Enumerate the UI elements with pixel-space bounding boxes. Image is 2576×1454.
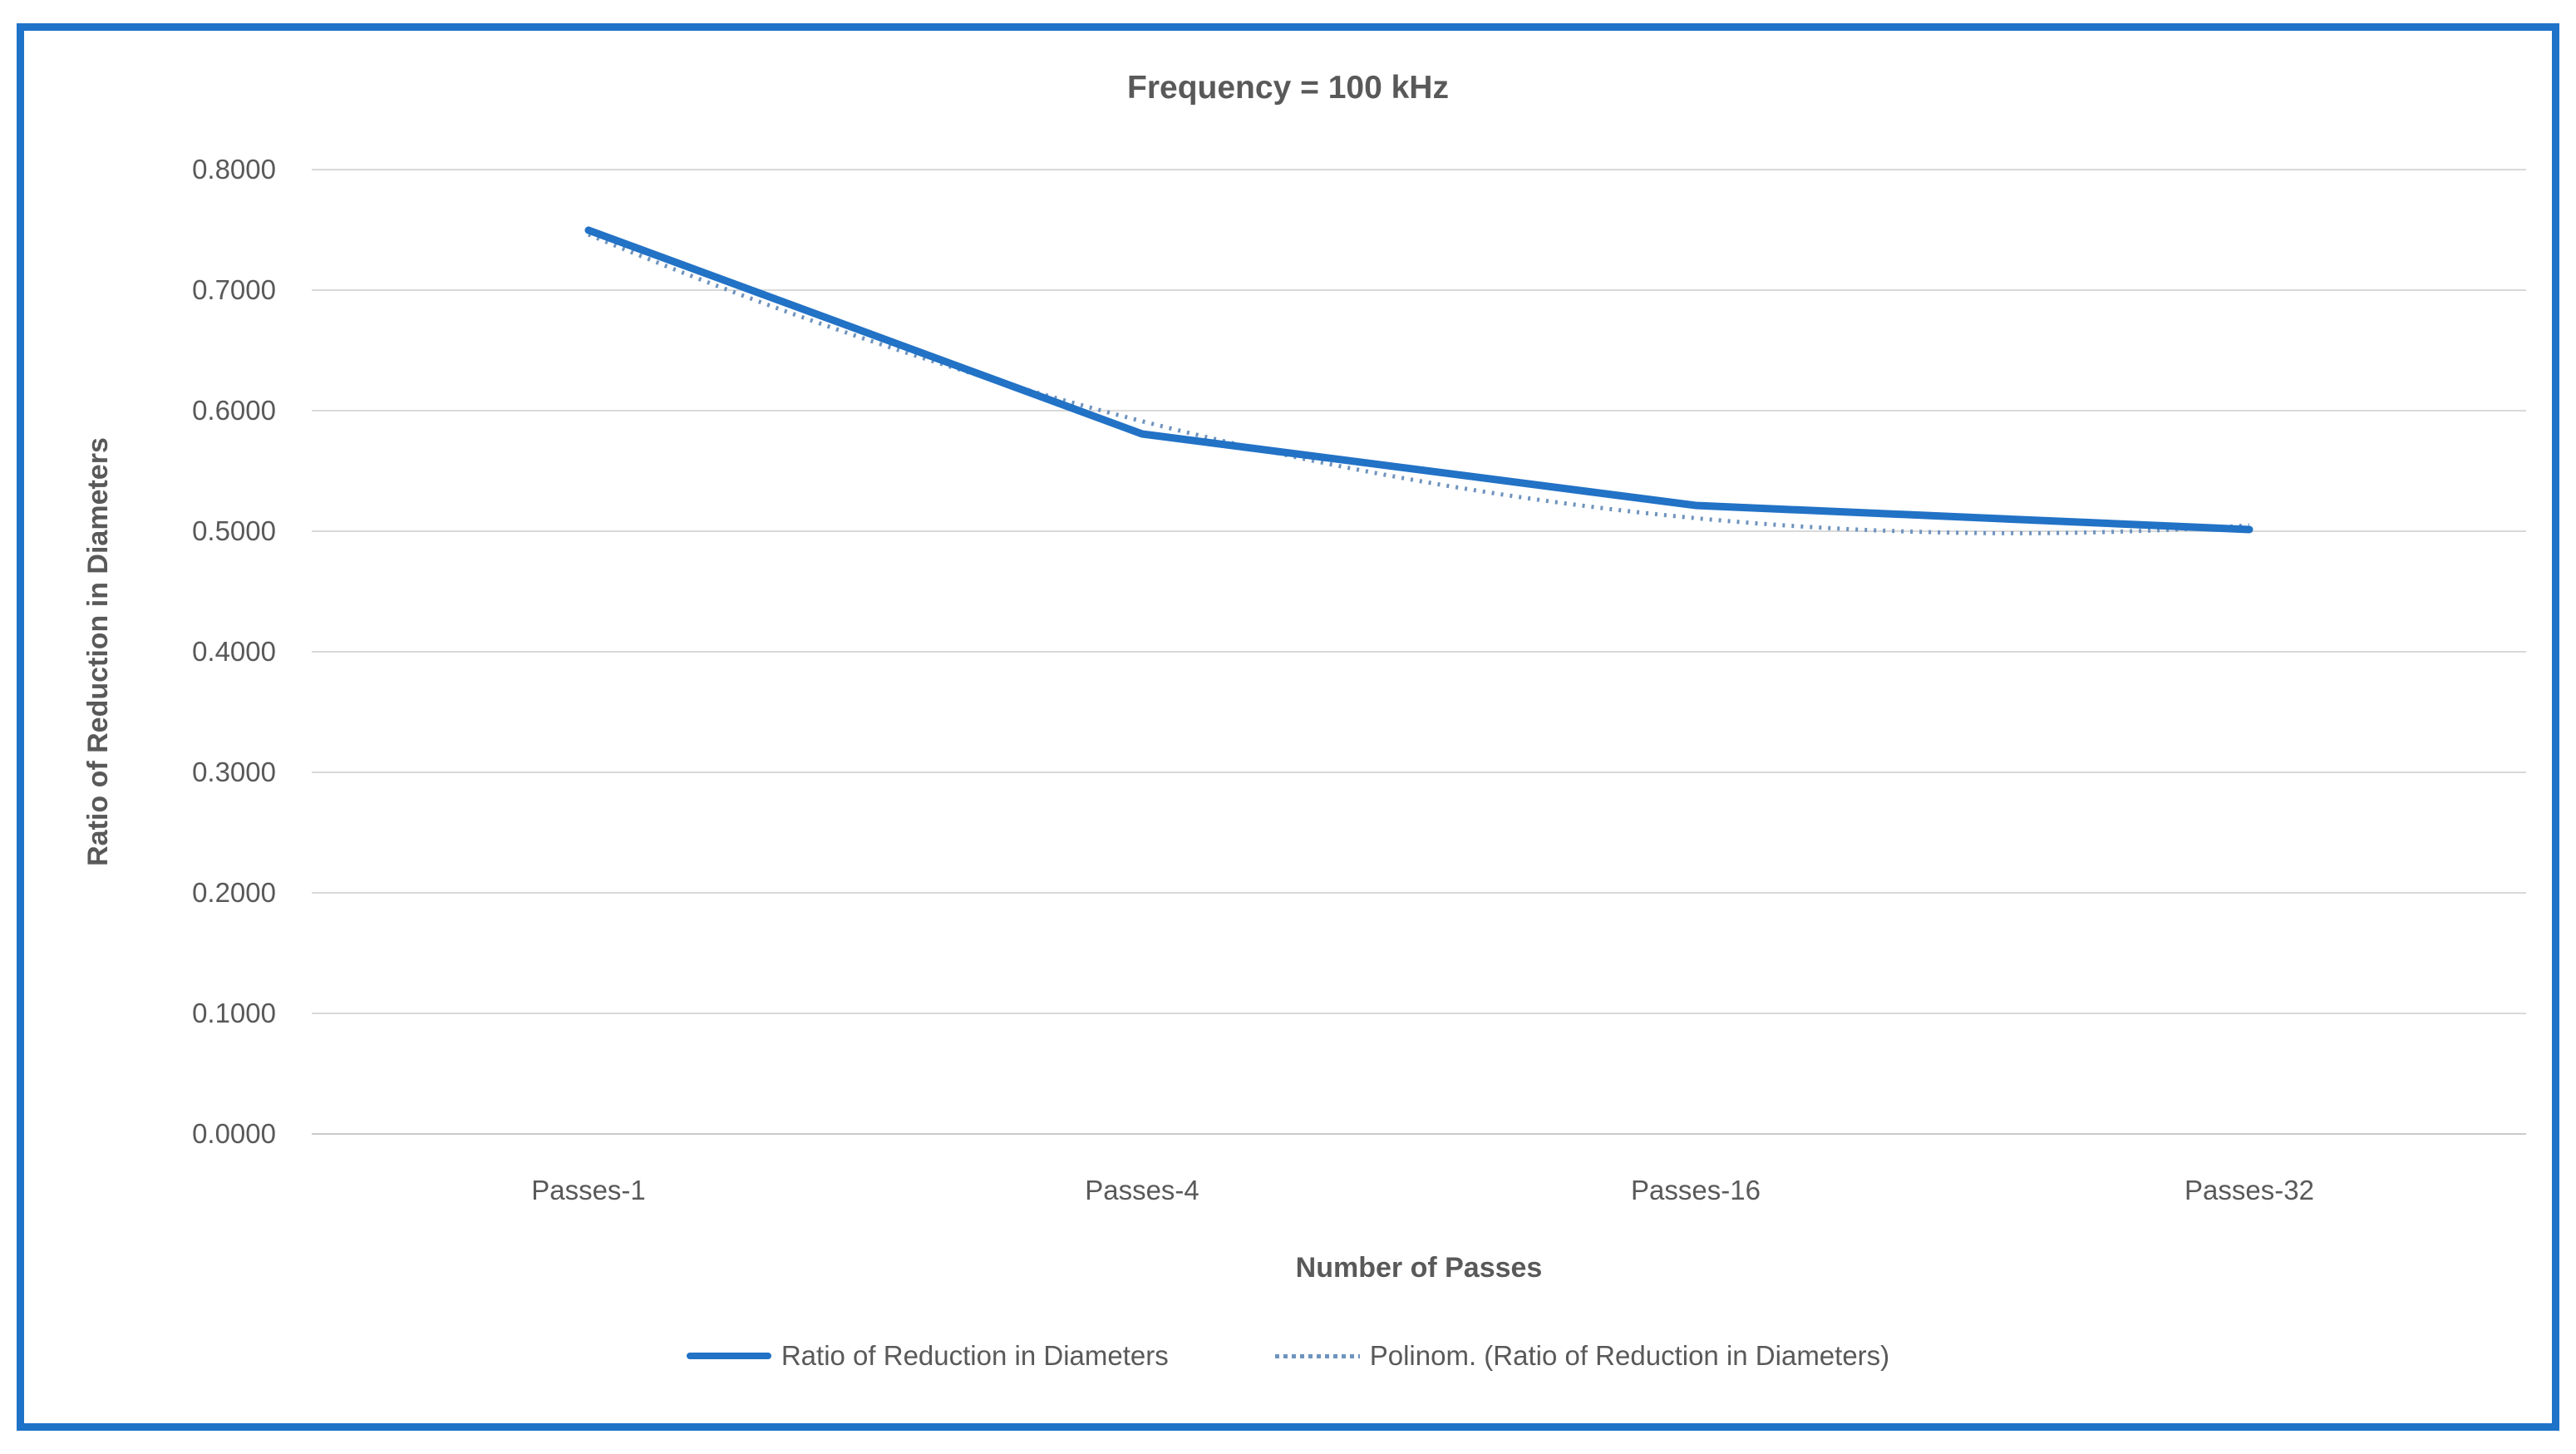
x-axis-title: Number of Passes xyxy=(1295,1252,1543,1284)
x-tick-label: Passes-16 xyxy=(1631,1175,1761,1205)
legend-item-series: Ratio of Reduction in Diameters xyxy=(686,1340,1169,1372)
legend-label: Ratio of Reduction in Diameters xyxy=(781,1340,1169,1371)
x-tick-label: Passes-1 xyxy=(531,1175,646,1205)
chart-title: Frequency = 100 kHz xyxy=(1127,70,1449,106)
chart-border xyxy=(17,23,2559,1431)
y-tick-label: 0.3000 xyxy=(192,757,276,787)
y-tick-label: 0.6000 xyxy=(192,395,276,426)
y-tick-label: 0.0000 xyxy=(192,1118,276,1149)
x-tick-label: Passes-32 xyxy=(2184,1175,2314,1205)
legend-item-trendline: Polinom. (Ratio of Reduction in Diameter… xyxy=(1274,1340,1890,1372)
legend: Ratio of Reduction in Diameters Polinom.… xyxy=(17,1340,2559,1372)
y-tick-label: 0.1000 xyxy=(192,998,276,1028)
legend-label: Polinom. (Ratio of Reduction in Diameter… xyxy=(1369,1340,1890,1371)
gridlines xyxy=(312,169,2526,1135)
dotted-line-swatch xyxy=(1274,1353,1360,1358)
y-tick-label: 0.7000 xyxy=(192,274,276,305)
y-tick-label: 0.2000 xyxy=(192,877,276,908)
y-tick-label: 0.5000 xyxy=(192,515,276,546)
y-tick-label: 0.8000 xyxy=(192,154,276,185)
trendline-dotted xyxy=(588,232,2250,535)
x-tick-label: Passes-4 xyxy=(1085,1175,1199,1205)
series-line xyxy=(584,226,2253,534)
y-tick-label: 0.4000 xyxy=(192,636,276,667)
solid-line-swatch xyxy=(686,1353,771,1359)
